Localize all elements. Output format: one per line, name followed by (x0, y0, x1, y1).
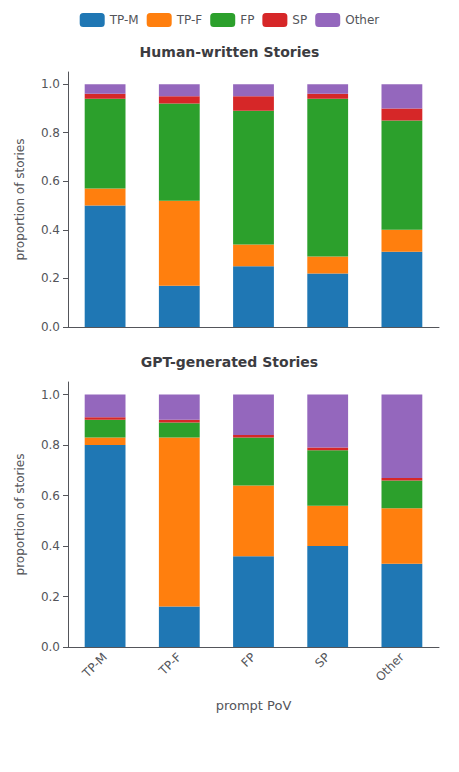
svg-text:1.0: 1.0 (41, 77, 60, 91)
svg-text:0.8: 0.8 (41, 126, 60, 140)
svg-text:0.6: 0.6 (41, 174, 60, 188)
svg-text:0.6: 0.6 (41, 489, 60, 503)
svg-text:0.0: 0.0 (41, 320, 60, 334)
svg-text:GPT-generated Stories: GPT-generated Stories (141, 354, 318, 370)
svg-text:TP-M: TP-M (109, 13, 139, 27)
svg-text:proportion of stories: proportion of stories (13, 454, 27, 576)
svg-text:0.4: 0.4 (41, 539, 60, 553)
svg-text:FP: FP (239, 650, 259, 670)
svg-text:prompt PoV: prompt PoV (216, 698, 292, 713)
svg-text:0.0: 0.0 (41, 640, 60, 654)
svg-text:TP-F: TP-F (156, 650, 185, 679)
svg-text:TP-F: TP-F (176, 13, 203, 27)
svg-text:0.4: 0.4 (41, 223, 60, 237)
svg-text:1.0: 1.0 (41, 388, 60, 402)
svg-text:FP: FP (240, 13, 254, 27)
svg-text:0.2: 0.2 (41, 590, 60, 604)
svg-text:0.8: 0.8 (41, 438, 60, 452)
svg-text:TP-M: TP-M (79, 650, 110, 681)
svg-text:Human-written Stories: Human-written Stories (140, 44, 320, 60)
svg-text:Other: Other (345, 13, 379, 27)
svg-text:SP: SP (312, 650, 332, 670)
svg-text:Other: Other (373, 650, 407, 684)
svg-text:proportion of stories: proportion of stories (13, 139, 27, 261)
svg-text:SP: SP (292, 13, 307, 27)
svg-text:0.2: 0.2 (41, 271, 60, 285)
